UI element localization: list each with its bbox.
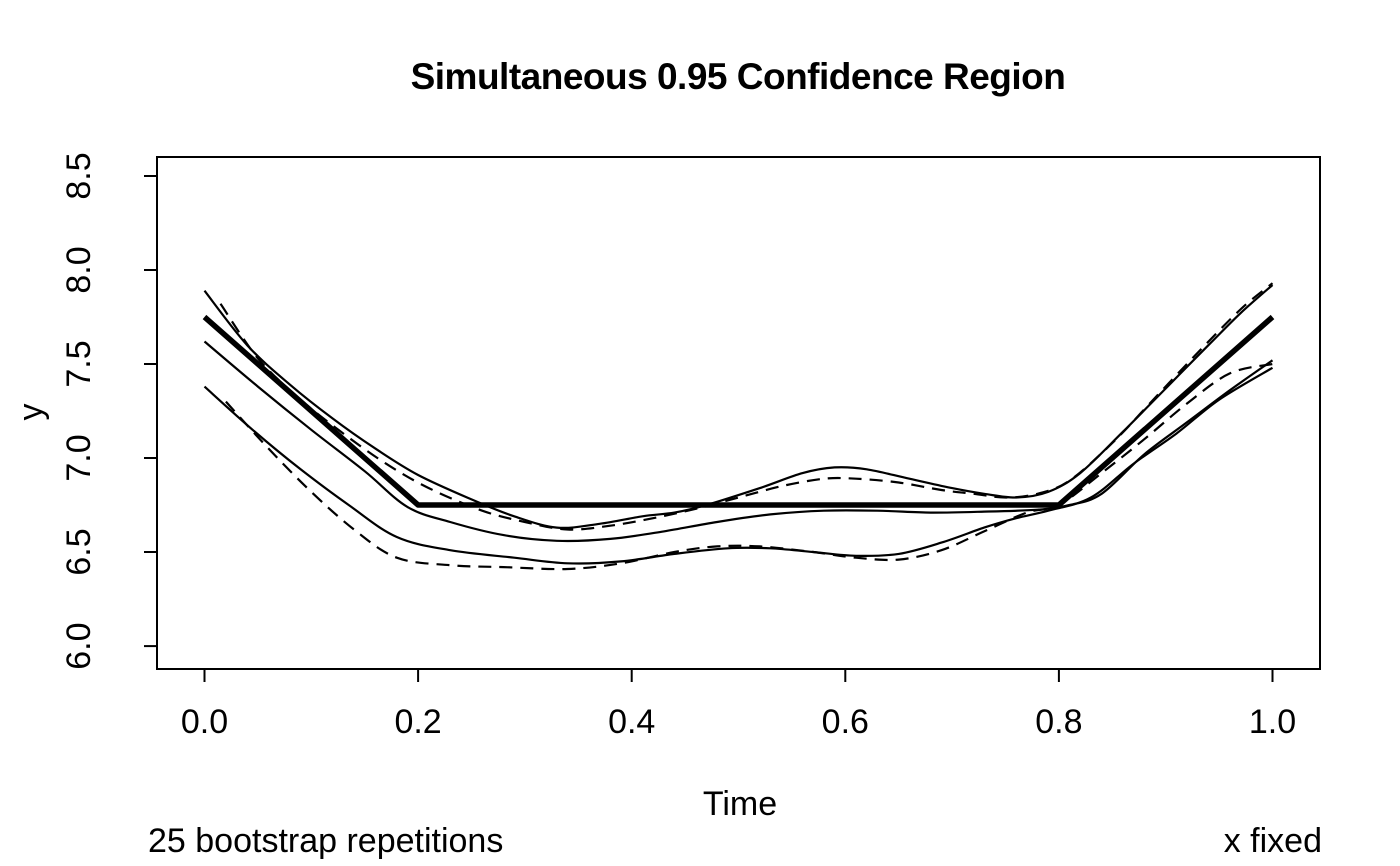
y-tick-label: 8.5 <box>60 152 98 199</box>
y-tick-label: 6.5 <box>60 528 98 575</box>
plot-area: 0.0 0.2 0.4 0.6 0.8 1.0 6.0 6.5 7.0 7.5 8.0 8.5 <box>60 152 1321 741</box>
plot-title: Simultaneous 0.95 Confidence Region <box>411 56 1066 97</box>
y-tick-label: 8.0 <box>60 246 98 293</box>
plot-box <box>156 156 1321 670</box>
series-upper-band-solid <box>203 284 1274 529</box>
series-lower-band-dashed <box>225 362 1273 571</box>
x-tick-label: 0.6 <box>822 703 869 741</box>
x-tick-label: 0.4 <box>608 703 655 741</box>
y-tick-label: 7.5 <box>60 340 98 387</box>
y-tick-label: 6.0 <box>60 622 98 669</box>
x-tick-label: 0.8 <box>1035 703 1082 741</box>
x-axis-label: Time <box>703 785 777 823</box>
series-upper-band-dashed <box>219 282 1274 531</box>
footnote-x-fixed: x fixed <box>1224 822 1322 860</box>
x-tick-label: 0.2 <box>394 703 441 741</box>
x-tick-label: 1.0 <box>1249 703 1296 741</box>
series-true-curve-thick <box>202 314 1275 508</box>
x-tick-label: 0.0 <box>181 703 228 741</box>
series-lower-band-solid <box>203 366 1274 565</box>
footnote-bootstrap-repetitions: 25 bootstrap repetitions <box>148 822 503 860</box>
series-smooth-estimate <box>203 340 1274 543</box>
y-axis-label: y <box>12 404 50 421</box>
y-tick-label: 7.0 <box>60 434 98 481</box>
